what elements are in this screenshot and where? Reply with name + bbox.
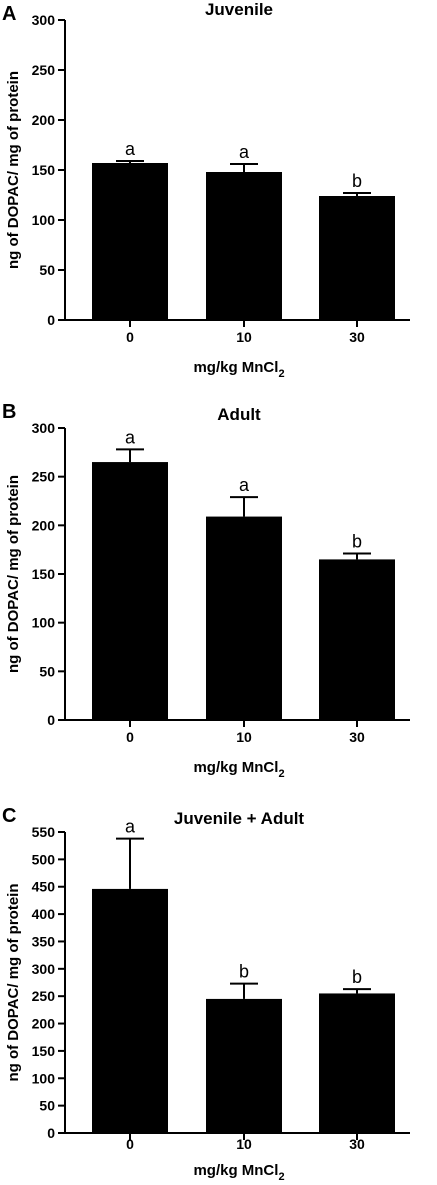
significance-letter: b: [352, 171, 362, 191]
y-tick-label: 350: [32, 933, 56, 949]
bar: [319, 559, 395, 720]
significance-letter: a: [125, 817, 136, 837]
bar: [206, 172, 282, 320]
significance-letter: a: [239, 475, 250, 495]
x-tick-label: 10: [236, 729, 252, 745]
x-tick-label: 30: [349, 1136, 365, 1152]
y-tick-label: 150: [32, 1043, 56, 1059]
y-tick-label: 100: [32, 1070, 56, 1086]
x-tick-label: 0: [126, 729, 134, 745]
x-tick-label: 10: [236, 1136, 252, 1152]
y-tick-label: 100: [32, 615, 56, 631]
bar: [92, 888, 168, 1133]
chart-title: Juvenile + Adult: [174, 809, 305, 828]
significance-letter: a: [125, 427, 136, 447]
significance-letter: b: [352, 532, 362, 552]
y-tick-label: 300: [32, 420, 56, 436]
y-tick-label: 250: [32, 469, 56, 485]
bar: [206, 516, 282, 720]
y-tick-label: 200: [32, 1016, 56, 1032]
x-axis-label: mg/kg MnCl2: [193, 359, 284, 380]
y-tick-label: 200: [32, 517, 56, 533]
y-tick-label: 150: [32, 566, 56, 582]
significance-letter: a: [239, 142, 250, 162]
significance-letter: a: [125, 139, 136, 159]
x-tick-label: 0: [126, 329, 134, 345]
panel-letter: C: [2, 805, 16, 827]
x-tick-label: 10: [236, 329, 252, 345]
y-tick-label: 450: [32, 879, 56, 895]
y-tick-label: 50: [39, 262, 55, 278]
chart-panel-c: C Juvenile + Adult05010015020025030035040…: [2, 805, 410, 1183]
y-tick-label: 0: [47, 312, 55, 328]
y-tick-label: 550: [32, 824, 56, 840]
chart-title: Juvenile: [205, 0, 273, 19]
y-tick-label: 50: [39, 663, 55, 679]
y-tick-label: 250: [32, 988, 56, 1004]
chart-panel-b: B Adult 0 50 100 150 200 250 300 a 0 a 10 b 30 mg/kg Mn…: [2, 401, 410, 780]
significance-letter: b: [239, 962, 249, 982]
bar: [206, 998, 282, 1133]
bar: [319, 196, 395, 320]
x-axis-label: mg/kg MnCl2: [193, 759, 284, 780]
bar: [92, 163, 168, 320]
significance-letter: b: [352, 967, 362, 987]
chart-title: Adult: [217, 405, 261, 424]
panel-letter: A: [2, 3, 16, 25]
y-axis-label: ng of DOPAC/ mg of protein: [5, 883, 22, 1081]
y-tick-label: 500: [32, 851, 56, 867]
y-tick-label: 0: [47, 1125, 55, 1141]
x-tick-label: 0: [126, 1136, 134, 1152]
x-tick-label: 30: [349, 329, 365, 345]
x-tick-label: 30: [349, 729, 365, 745]
panel-letter: B: [2, 401, 16, 423]
y-tick-label: 50: [39, 1098, 55, 1114]
y-tick-label: 250: [32, 62, 56, 78]
x-axis-label: mg/kg MnCl2: [193, 1162, 284, 1183]
y-axis-label: ng of DOPAC/ mg of protein: [5, 71, 22, 269]
bar: [92, 462, 168, 720]
y-tick-label: 400: [32, 906, 56, 922]
y-tick-label: 300: [32, 12, 56, 28]
y-tick-label: 200: [32, 112, 56, 128]
y-axis-label: ng of DOPAC/ mg of protein: [5, 475, 22, 673]
chart-panel-a: A Juvenile 0 50 100 150 200 250 300 a 0 a 10 b 30 mg/kg…: [2, 0, 410, 380]
y-tick-label: 100: [32, 212, 56, 228]
y-tick-label: 0: [47, 712, 55, 728]
y-tick-label: 150: [32, 162, 56, 178]
y-tick-label: 300: [32, 961, 56, 977]
bar: [319, 993, 395, 1133]
